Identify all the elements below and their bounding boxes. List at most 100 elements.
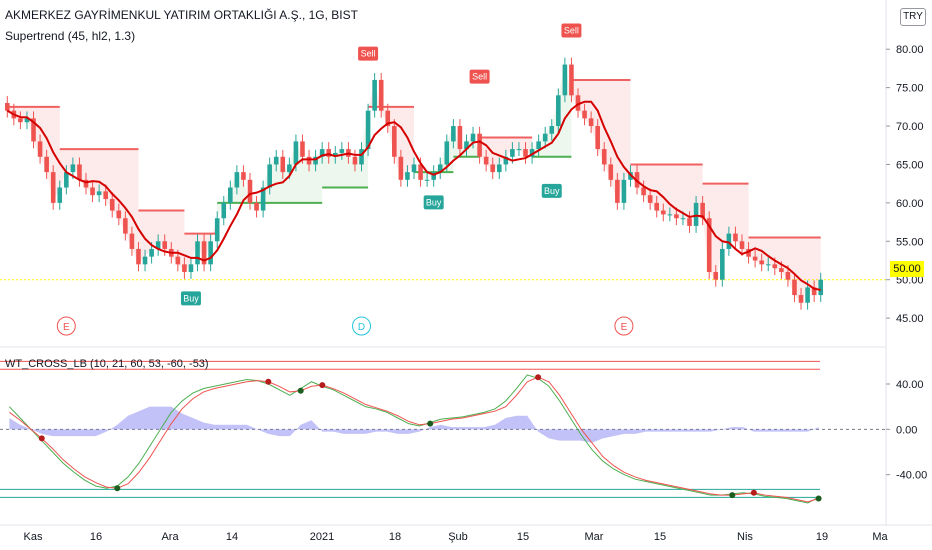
candle-body — [654, 202, 660, 211]
candle-body — [483, 156, 489, 165]
candle-body — [811, 287, 817, 296]
supertrend-legend[interactable]: Supertrend (45, hl2, 1.3) — [5, 29, 136, 43]
time-tick-label: Mar — [585, 531, 604, 543]
signal-label: Sell — [472, 72, 487, 82]
candle-body — [641, 187, 646, 196]
sell-signal-badge — [469, 69, 490, 84]
candle-body — [280, 156, 286, 173]
candle-body — [569, 64, 574, 96]
candle-body — [306, 156, 312, 165]
price-tick-label: 75.00 — [896, 83, 924, 95]
candle-body — [523, 149, 528, 157]
candle-body — [615, 179, 620, 203]
candle-body — [726, 233, 732, 249]
wt-cross-dot — [750, 489, 757, 496]
candle-body — [4, 102, 10, 111]
candle-body — [175, 256, 181, 265]
candle-body — [510, 149, 515, 157]
candle-body — [90, 187, 95, 196]
candle-body — [693, 202, 699, 226]
candle-body — [241, 172, 246, 180]
currency-badge[interactable]: TRY — [900, 8, 926, 26]
smoothed-ma-line — [6, 100, 821, 291]
event-marker — [614, 316, 634, 336]
candle-body — [188, 264, 194, 273]
candle-body — [365, 110, 371, 150]
candle-body — [372, 79, 377, 111]
candle-body — [667, 214, 673, 216]
candle-body — [562, 64, 568, 96]
signal-label: Buy — [183, 293, 199, 303]
candle-body — [516, 149, 522, 151]
candle-body — [713, 272, 719, 280]
time-tick-label: Kas — [24, 531, 43, 543]
time-tick-label: Ara — [161, 531, 179, 543]
candle-body — [77, 164, 82, 180]
price-tick-label: 70.00 — [896, 121, 924, 133]
candle-body — [405, 172, 410, 180]
candle-body — [503, 156, 509, 165]
candle-body — [385, 110, 391, 127]
wt1-line — [9, 374, 819, 504]
candle-body — [18, 118, 23, 123]
candle-body — [221, 202, 227, 219]
candle-body — [31, 118, 36, 142]
candle-body — [267, 164, 272, 188]
candle-body — [411, 164, 417, 173]
candle-body — [792, 279, 797, 296]
supertrend-fill — [532, 64, 572, 157]
candle-body — [70, 164, 76, 173]
candle-body — [464, 141, 469, 150]
candle-body — [129, 233, 135, 249]
candle-body — [378, 79, 384, 111]
candle-body — [201, 241, 207, 265]
time-tick-label: 14 — [226, 531, 238, 543]
candle-body — [490, 164, 496, 173]
wt-cross-dot — [427, 420, 434, 427]
symbol-title: AKMERKEZ GAYRİMENKUL YATIRIM ORTAKLIĞI A… — [5, 8, 358, 22]
candle-body — [588, 118, 594, 127]
supertrend-fill — [414, 126, 454, 180]
candle-body — [608, 164, 614, 180]
candle-body — [556, 95, 561, 127]
candle-body — [398, 156, 404, 180]
candle-body — [595, 126, 600, 150]
signal-label: Buy — [426, 197, 442, 207]
candle-body — [162, 241, 168, 249]
candle-body — [214, 218, 220, 242]
candle-body — [752, 256, 758, 261]
candle-body — [700, 202, 705, 219]
candle-body — [96, 191, 102, 196]
candle-body — [155, 241, 161, 249]
wt-cross-dot — [535, 374, 542, 381]
candle-body — [779, 268, 784, 273]
candle-body — [234, 172, 240, 188]
wt-cross-dot — [815, 495, 822, 502]
signal-label: Sell — [564, 26, 579, 36]
candle-body — [785, 272, 791, 280]
candle-body — [228, 187, 233, 203]
time-tick-label: Ma — [872, 531, 888, 543]
oscillator-pane[interactable] — [0, 360, 886, 504]
time-tick-label: 19 — [816, 531, 828, 543]
price-pane[interactable]: Sell Sell Sell Buy Buy Buy E D E — [0, 23, 886, 336]
candle-body — [359, 149, 364, 165]
wt-cross-dot — [38, 435, 45, 442]
candle-body — [287, 164, 292, 173]
supertrend-fill — [571, 79, 631, 203]
candle-body — [687, 218, 692, 226]
buy-signal-badge — [423, 195, 444, 210]
candle-body — [798, 295, 804, 303]
candle-body — [247, 179, 253, 203]
candle-body — [549, 126, 555, 134]
wt-cross-legend[interactable]: WT_CROSS_LB (10, 21, 60, 53, -60, -53) — [5, 358, 209, 370]
candle-body — [746, 248, 751, 257]
candle-body — [24, 118, 30, 123]
osc-tick-label: -40.00 — [896, 470, 927, 482]
candle-body — [109, 199, 115, 211]
signal-label: Sell — [361, 49, 376, 59]
candle-body — [431, 172, 436, 180]
wt-cross-dot — [297, 387, 304, 394]
